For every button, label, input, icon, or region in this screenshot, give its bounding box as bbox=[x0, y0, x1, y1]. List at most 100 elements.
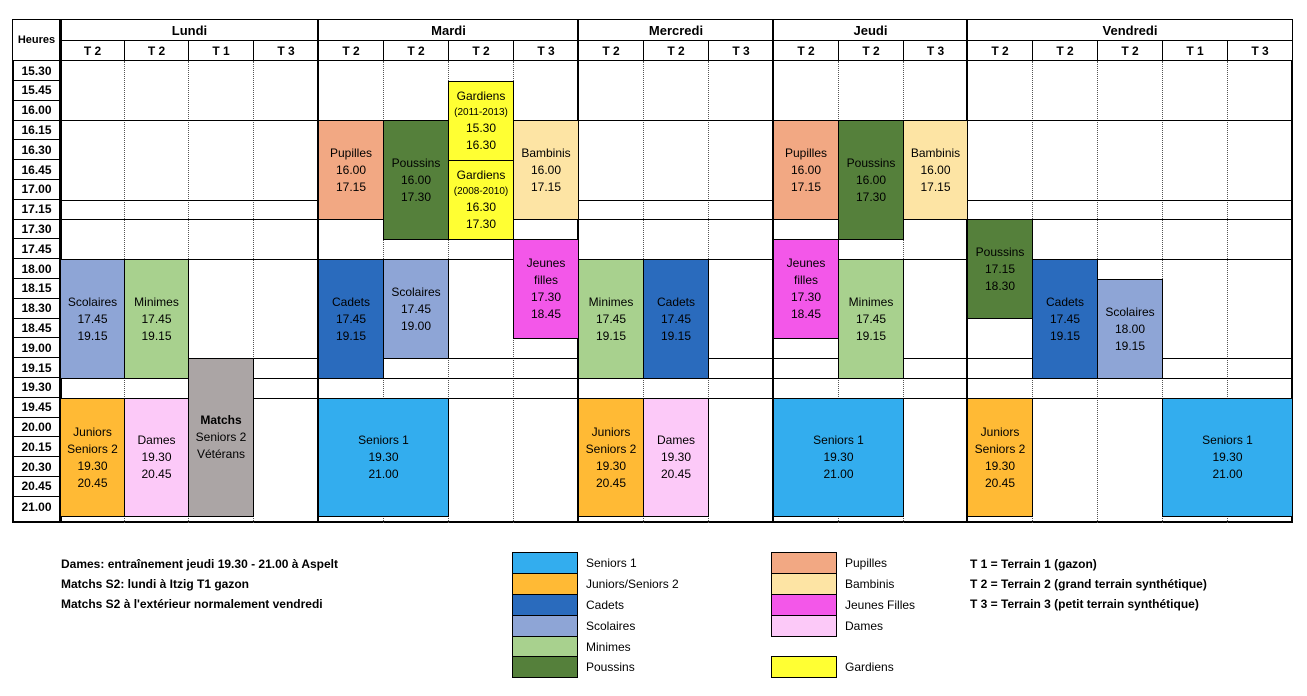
block-text: 16.00 bbox=[920, 162, 951, 177]
block-text: 19.15 bbox=[595, 328, 627, 343]
block-text: Poussins bbox=[975, 244, 1025, 259]
block-text: Seniors 2 bbox=[195, 430, 247, 444]
time-label: 16.15 bbox=[12, 120, 61, 141]
schedule-block-lun-minimes[interactable]: Minimes 17.45 19.15 bbox=[124, 259, 189, 379]
block-text: 17.45 bbox=[1049, 311, 1081, 326]
schedule-block-mar-bambinis[interactable]: Bambinis 16.00 17.15 bbox=[513, 120, 579, 220]
block-text: 19.30 bbox=[595, 458, 627, 473]
time-label: 20.45 bbox=[12, 477, 61, 497]
day-header-4: Vendredi bbox=[967, 19, 1293, 41]
court-column-header: T 3 bbox=[903, 40, 968, 61]
schedule-block-jeu-seniors1[interactable]: Seniors 1 19.30 21.00 bbox=[773, 398, 904, 517]
block-text: 18.30 bbox=[984, 278, 1016, 293]
schedule-block-mer-dames[interactable]: Dames 19.30 20.45 bbox=[643, 398, 709, 517]
schedule-block-mer-juniors[interactable]: Juniors Seniors 2 19.30 20.45 bbox=[578, 398, 644, 517]
block-text: 17.15 bbox=[530, 179, 562, 194]
time-label: 15.45 bbox=[12, 81, 61, 101]
block-text: Vétérans bbox=[196, 447, 246, 461]
legend-swatch-juniors bbox=[512, 573, 578, 595]
schedule-block-jeu-bambinis[interactable]: Bambinis 16.00 17.15 bbox=[903, 120, 968, 220]
court-column-header: T 2 bbox=[773, 40, 839, 61]
block-text: filles bbox=[793, 273, 818, 287]
court-column-header: T 2 bbox=[60, 40, 125, 61]
block-text: 17.30 bbox=[855, 189, 887, 204]
heures-header: Heures bbox=[12, 19, 61, 61]
schedule-block-mar-pupilles[interactable]: Pupilles 16.00 17.15 bbox=[318, 120, 384, 220]
block-text: Scolaires bbox=[391, 284, 441, 299]
court-column-header: T 2 bbox=[448, 40, 514, 61]
block-text: 20.45 bbox=[660, 467, 692, 481]
court-column-header: T 2 bbox=[318, 40, 384, 61]
block-text: Scolaires bbox=[1105, 304, 1155, 319]
legend-swatch-pupilles bbox=[771, 552, 837, 574]
block-text: 19.30 bbox=[141, 450, 172, 464]
schedule-block-jeu-pupilles[interactable]: Pupilles 16.00 17.15 bbox=[773, 120, 839, 220]
legend-swatch-dames bbox=[771, 615, 837, 637]
block-text: Seniors 1 bbox=[358, 433, 409, 447]
block-text: 21.00 bbox=[1212, 467, 1243, 481]
block-text: Minimes bbox=[848, 294, 894, 309]
schedule-block-lun-scolaires[interactable]: Scolaires 17.45 19.15 bbox=[60, 259, 125, 379]
block-text: Seniors 2 bbox=[585, 441, 637, 456]
legend-swatch-gardiens bbox=[771, 656, 837, 678]
legend-label: Cadets bbox=[586, 598, 625, 612]
legend-label: Jeunes Filles bbox=[845, 598, 916, 612]
row-separator bbox=[60, 120, 1293, 121]
schedule-block-mar-jeunesfilles[interactable]: Jeunes filles 17.30 18.45 bbox=[513, 239, 579, 339]
court-column-header: T 1 bbox=[188, 40, 254, 61]
schedule-block-lun-juniors[interactable]: Juniors Seniors 2 19.30 20.45 bbox=[60, 398, 125, 517]
block-text: Cadets bbox=[1045, 294, 1085, 309]
note-text: Matchs S2: lundi à Itzig T1 gazon bbox=[61, 577, 250, 591]
schedule-block-jeu-minimes[interactable]: Minimes 17.45 19.15 bbox=[838, 259, 904, 379]
block-text: 19.15 bbox=[855, 328, 887, 343]
block-text: 19.30 bbox=[660, 450, 692, 464]
time-label: 16.00 bbox=[12, 101, 61, 121]
block-text: Seniors 1 bbox=[813, 433, 864, 447]
schedule-block-lun-dames[interactable]: Dames 19.30 20.45 bbox=[124, 398, 189, 517]
schedule-block-ven-seniors1[interactable]: Seniors 1 19.30 21.00 bbox=[1162, 398, 1293, 517]
schedule-block-lun-matchs[interactable]: Matchs Seniors 2 Vétérans bbox=[188, 358, 254, 517]
block-text: 16.30 bbox=[465, 200, 497, 214]
court-column-header: T 2 bbox=[1032, 40, 1098, 61]
legend-label: Dames bbox=[845, 619, 884, 633]
schedule-block-mar-gardiens1[interactable]: Gardiens (2011-2013) 15.30 16.30 bbox=[448, 81, 514, 161]
block-text: Seniors 2 bbox=[974, 441, 1026, 456]
time-label: 19.00 bbox=[12, 338, 61, 359]
legend-label: Minimes bbox=[586, 640, 631, 654]
terrain-definition: T 3 = Terrain 3 (petit terrain synthétiq… bbox=[970, 597, 1199, 611]
schedule-block-mer-minimes[interactable]: Minimes 17.45 19.15 bbox=[578, 259, 644, 379]
block-text: Cadets bbox=[656, 294, 696, 309]
block-text: Seniors 1 bbox=[1202, 433, 1253, 447]
schedule-block-mar-gardiens2[interactable]: Gardiens (2008-2010) 16.30 17.30 bbox=[448, 160, 514, 240]
schedule-block-jeu-jeunesfilles[interactable]: Jeunes filles 17.30 18.45 bbox=[773, 239, 839, 339]
legend-label: Poussins bbox=[586, 660, 635, 674]
day-header-3: Jeudi bbox=[773, 19, 968, 41]
schedule-block-ven-poussins[interactable]: Poussins 17.15 18.30 bbox=[967, 219, 1033, 319]
block-text: 20.45 bbox=[77, 475, 108, 490]
legend-swatch-minimes bbox=[512, 636, 578, 658]
block-text: Pupilles bbox=[329, 145, 373, 160]
schedule-block-ven-scolaires[interactable]: Scolaires 18.00 19.15 bbox=[1097, 279, 1163, 379]
schedule-block-jeu-poussins[interactable]: Poussins 16.00 17.30 bbox=[838, 120, 904, 240]
schedule-block-ven-juniors[interactable]: Juniors Seniors 2 19.30 20.45 bbox=[967, 398, 1033, 517]
time-label: 20.15 bbox=[12, 437, 61, 458]
court-separator bbox=[1227, 61, 1228, 523]
time-label: 18.30 bbox=[12, 299, 61, 319]
time-label: 18.45 bbox=[12, 318, 61, 339]
schedule-block-mer-cadets[interactable]: Cadets 17.45 19.15 bbox=[643, 259, 709, 379]
block-text: 17.15 bbox=[920, 179, 951, 194]
legend-label: Gardiens bbox=[845, 660, 894, 674]
schedule-block-mar-cadets[interactable]: Cadets 17.45 19.15 bbox=[318, 259, 384, 379]
schedule-block-mar-scolaires[interactable]: Scolaires 17.45 19.00 bbox=[383, 259, 449, 359]
schedule-block-mar-poussins[interactable]: Poussins 16.00 17.30 bbox=[383, 120, 449, 240]
block-text: 17.45 bbox=[335, 311, 367, 326]
time-label: 16.30 bbox=[12, 140, 61, 161]
schedule-block-mar-seniors1[interactable]: Seniors 1 19.30 21.00 bbox=[318, 398, 449, 517]
schedule-block-ven-cadets[interactable]: Cadets 17.45 19.15 bbox=[1032, 259, 1098, 379]
block-text: 17.45 bbox=[595, 311, 627, 326]
block-text: 16.00 bbox=[790, 162, 822, 177]
block-text: 17.45 bbox=[400, 301, 432, 316]
court-column-header: T 2 bbox=[1097, 40, 1163, 61]
time-label: 20.30 bbox=[12, 457, 61, 477]
block-text: Poussins bbox=[846, 155, 896, 170]
